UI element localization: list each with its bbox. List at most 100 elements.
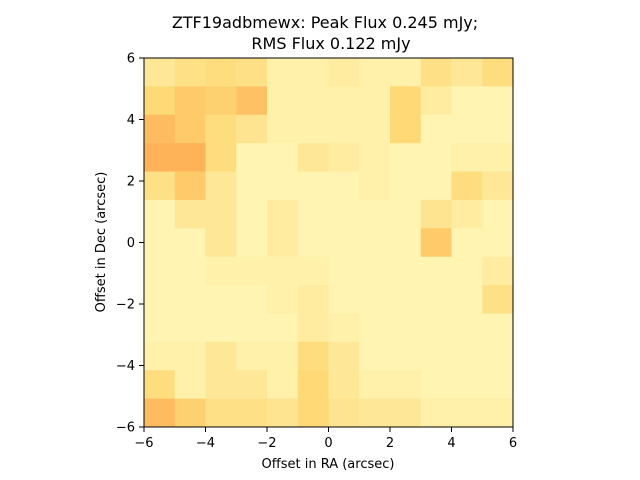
- heatmap-cell: [451, 341, 483, 371]
- heatmap-cell: [482, 171, 514, 201]
- heatmap-cell: [174, 199, 206, 229]
- heatmap-cell: [328, 143, 360, 173]
- heatmap-cell: [144, 398, 176, 428]
- heatmap-cell: [420, 114, 452, 144]
- y-axis-label: Offset in Dec (arcsec): [94, 172, 109, 313]
- heatmap-cell: [174, 256, 206, 286]
- heatmap-cell: [482, 370, 514, 400]
- heatmap-cell: [205, 313, 237, 343]
- heatmap-cell: [390, 313, 422, 343]
- heatmap-cell: [420, 370, 452, 400]
- heatmap-cell: [328, 228, 360, 258]
- heatmap-cell: [359, 143, 391, 173]
- heatmap-cell: [236, 370, 268, 400]
- heatmap-cells: [144, 58, 514, 428]
- heatmap-cell: [205, 398, 237, 428]
- heatmap-cell: [451, 285, 483, 314]
- heatmap-cell: [390, 228, 422, 258]
- heatmap-cell: [359, 114, 391, 144]
- heatmap-cell: [297, 228, 329, 258]
- heatmap-cell: [297, 256, 329, 286]
- heatmap-cell: [420, 398, 452, 428]
- heatmap-cell: [482, 256, 514, 286]
- heatmap-cell: [482, 199, 514, 229]
- heatmap-cell: [390, 86, 422, 116]
- heatmap-cell: [144, 341, 176, 371]
- heatmap-cell: [390, 285, 422, 314]
- heatmap-cell: [174, 313, 206, 343]
- heatmap-cell: [482, 398, 514, 428]
- heatmap-cell: [267, 58, 299, 87]
- heatmap-cell: [267, 256, 299, 286]
- heatmap-cell: [420, 256, 452, 286]
- heatmap-cell: [390, 58, 422, 87]
- heatmap-cell: [359, 398, 391, 428]
- heatmap-cell: [359, 86, 391, 116]
- heatmap-cell: [174, 114, 206, 144]
- y-tick-label: 4: [127, 113, 135, 128]
- heatmap-cell: [205, 143, 237, 173]
- heatmap-cell: [420, 341, 452, 371]
- heatmap-cell: [144, 171, 176, 201]
- heatmap-cell: [390, 114, 422, 144]
- heatmap-cell: [328, 341, 360, 371]
- heatmap-cell: [267, 370, 299, 400]
- y-axis-ticks: −6 −4 −2 0 2 4 6: [116, 52, 144, 436]
- heatmap-cell: [451, 398, 483, 428]
- heatmap-cell: [451, 199, 483, 229]
- heatmap-cell: [328, 256, 360, 286]
- heatmap-cell: [236, 256, 268, 286]
- heatmap-cell: [144, 114, 176, 144]
- heatmap-cell: [297, 58, 329, 87]
- heatmap-cell: [451, 114, 483, 144]
- heatmap-cell: [144, 313, 176, 343]
- heatmap-cell: [267, 114, 299, 144]
- heatmap-cell: [328, 58, 360, 87]
- heatmap-cell: [267, 313, 299, 343]
- heatmap-cell: [390, 341, 422, 371]
- heatmap-cell: [236, 58, 268, 87]
- heatmap-cell: [420, 285, 452, 314]
- heatmap-cell: [297, 398, 329, 428]
- x-axis-ticks: −6 −4 −2 0 2 4 6: [134, 427, 517, 451]
- heatmap-cell: [267, 398, 299, 428]
- heatmap-cell: [144, 228, 176, 258]
- heatmap-cell: [328, 285, 360, 314]
- x-tick-label: −6: [134, 436, 153, 451]
- heatmap-cell: [267, 171, 299, 201]
- heatmap-cell: [205, 228, 237, 258]
- y-tick-label: −6: [116, 421, 135, 436]
- heatmap-cell: [420, 228, 452, 258]
- heatmap-cell: [205, 171, 237, 201]
- heatmap-cell: [390, 370, 422, 400]
- heatmap-cell: [390, 199, 422, 229]
- x-axis-label: Offset in RA (arcsec): [262, 457, 395, 472]
- heatmap-cell: [297, 171, 329, 201]
- heatmap-cell: [297, 143, 329, 173]
- heatmap-cell: [236, 228, 268, 258]
- heatmap-cell: [144, 285, 176, 314]
- heatmap-cell: [451, 256, 483, 286]
- chart-title-line-1: ZTF19adbmewx: Peak Flux 0.245 mJy;: [172, 13, 478, 32]
- heatmap-cell: [174, 171, 206, 201]
- heatmap-cell: [390, 143, 422, 173]
- heatmap-cell: [390, 256, 422, 286]
- heatmap-cell: [359, 341, 391, 371]
- heatmap-cell: [174, 370, 206, 400]
- heatmap-cell: [420, 171, 452, 201]
- heatmap-cell: [144, 58, 176, 87]
- heatmap-cell: [174, 228, 206, 258]
- heatmap-cell: [297, 199, 329, 229]
- heatmap-cell: [482, 58, 514, 87]
- heatmap-cell: [390, 171, 422, 201]
- heatmap-cell: [359, 256, 391, 286]
- x-tick-label: −2: [257, 436, 276, 451]
- heatmap-cell: [451, 143, 483, 173]
- heatmap-cell: [236, 398, 268, 428]
- heatmap-cell: [328, 171, 360, 201]
- heatmap-cell: [451, 228, 483, 258]
- heatmap-cell: [482, 313, 514, 343]
- heatmap-cell: [236, 143, 268, 173]
- heatmap-cell: [174, 58, 206, 87]
